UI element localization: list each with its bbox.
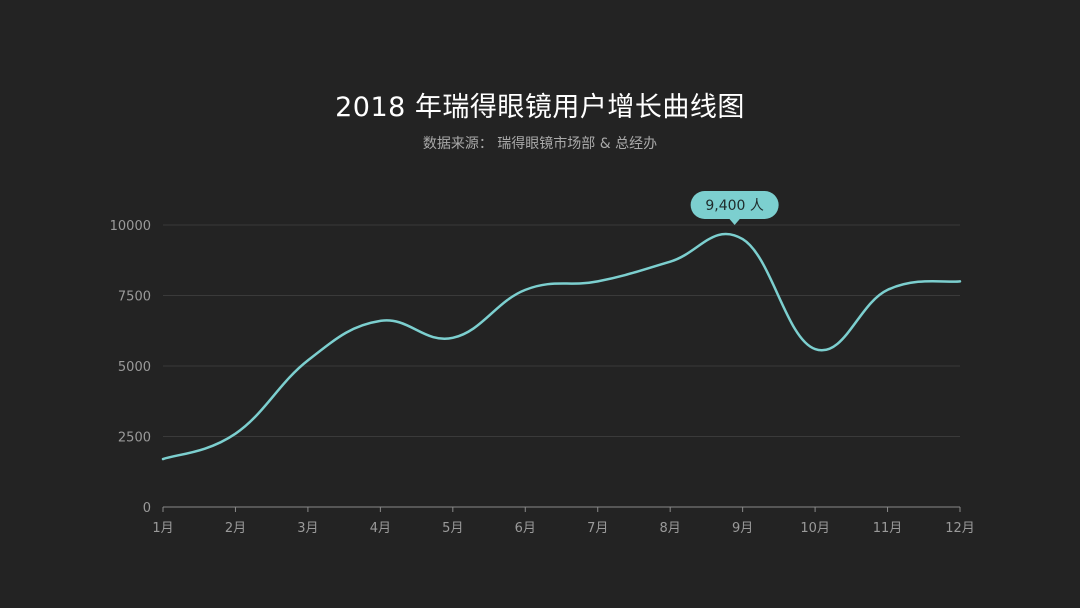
series-layer xyxy=(161,232,962,461)
y-tick-label: 10000 xyxy=(110,219,151,234)
x-tick-label: 3月 xyxy=(297,521,318,536)
x-tick-label: 4月 xyxy=(370,521,391,536)
y-tick-label: 5000 xyxy=(118,360,151,375)
chart-title: 2018 年瑞得眼镜用户增长曲线图 xyxy=(335,92,745,123)
callout-pointer xyxy=(728,218,741,225)
x-tick-label: 8月 xyxy=(660,521,681,536)
y-tick-label: 2500 xyxy=(118,431,151,446)
x-axis: 1月 2月 3月 4月 5月 6月 7月 8月 9月 10月 11月 12月 xyxy=(152,506,975,536)
callout-bubble xyxy=(690,191,779,219)
x-tick-label: 9月 xyxy=(732,521,753,536)
series-line xyxy=(161,232,962,461)
x-tick-label: 10月 xyxy=(800,521,830,536)
x-tick-label: 7月 xyxy=(587,521,608,536)
x-tick-label: 5月 xyxy=(442,521,463,536)
callout-label: 9,400 人 xyxy=(705,198,764,214)
y-tick-label: 7500 xyxy=(118,290,151,305)
y-axis: 0 2500 5000 7500 10000 xyxy=(110,219,151,516)
chart-subtitle: 数据来源： 瑞得眼镜市场部 & 总经办 xyxy=(422,136,658,152)
x-tick-label: 1月 xyxy=(152,521,173,536)
y-tick-label: 0 xyxy=(143,501,151,516)
x-tick-label: 11月 xyxy=(873,521,903,536)
peak-callout: 9,400 人 xyxy=(690,191,779,225)
x-tick-label: 12月 xyxy=(945,521,975,536)
x-tick-label: 6月 xyxy=(515,521,536,536)
grid-lines xyxy=(163,224,960,437)
x-tick-label: 2月 xyxy=(225,521,246,536)
